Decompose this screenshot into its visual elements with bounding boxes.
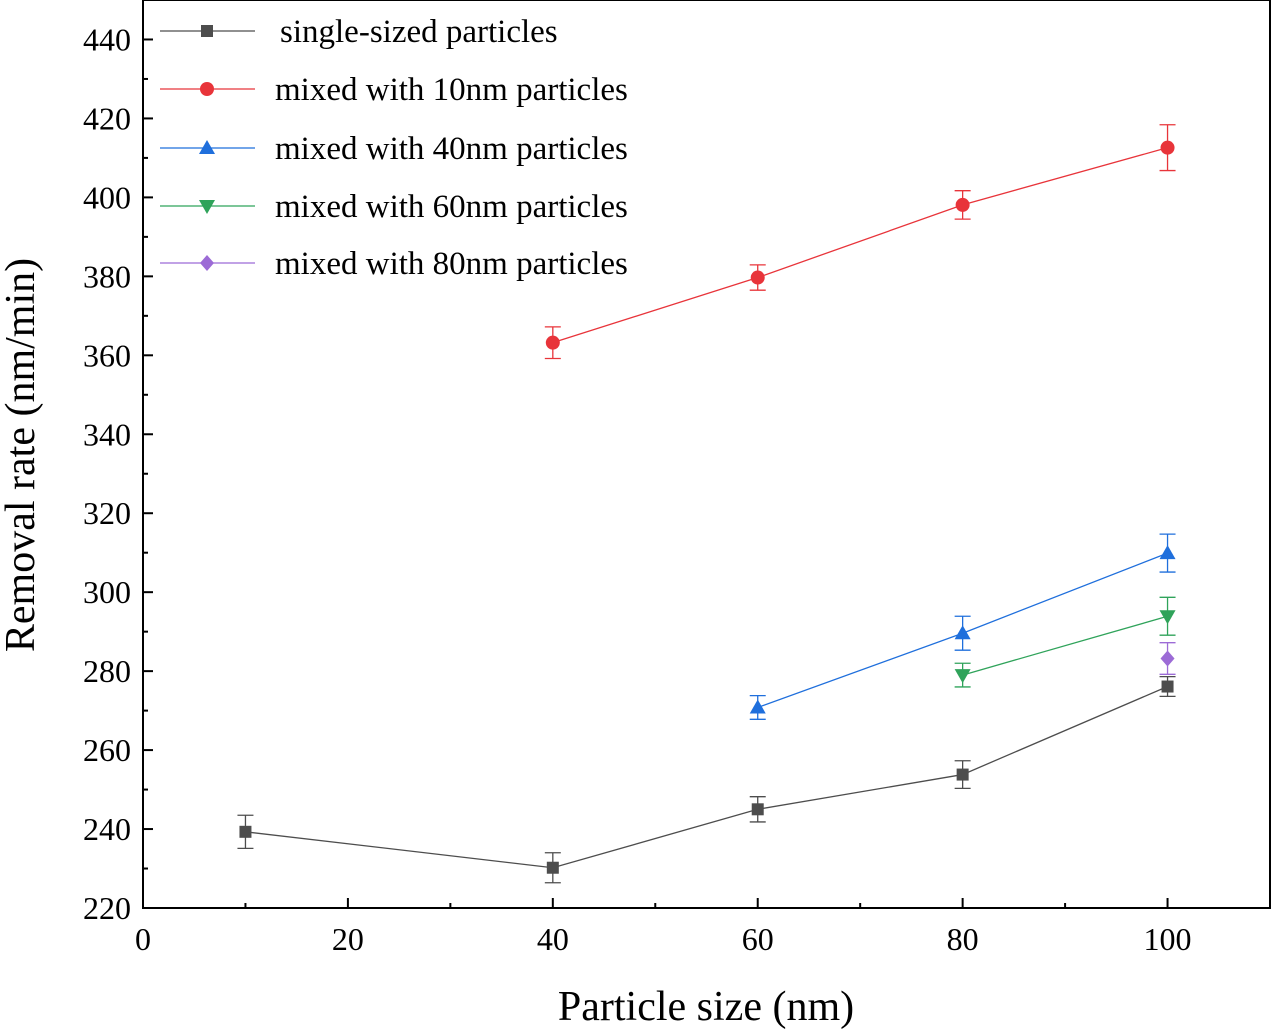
x-tick-label: 40 xyxy=(537,921,569,957)
y-tick-label: 420 xyxy=(83,100,131,136)
data-point xyxy=(749,699,766,714)
axes: 0 20 40 60 80 100 220 240 260 280 300 320 340 360 380 4… xyxy=(83,21,1192,957)
y-axis-title: Removal rate (nm/min) xyxy=(0,258,44,652)
data-point xyxy=(1159,545,1176,560)
data-point xyxy=(1161,680,1174,693)
x-tick-label: 100 xyxy=(1144,921,1192,957)
x-tick-label: 0 xyxy=(135,921,151,957)
data-point xyxy=(954,669,971,684)
legend-marker xyxy=(200,82,214,96)
legend-label: single-sized particles xyxy=(280,14,558,50)
y-tick-label: 260 xyxy=(83,732,131,768)
legend-entry: mixed with 10nm particles xyxy=(160,72,628,108)
y-tick-label: 320 xyxy=(83,495,131,531)
y-tick-label: 280 xyxy=(83,653,131,689)
legend: single-sized particles mixed with 10nm pa… xyxy=(160,14,628,282)
data-point xyxy=(751,803,764,816)
x-tick-label: 20 xyxy=(332,921,364,957)
series-4 xyxy=(954,596,1176,688)
series-line xyxy=(962,615,1168,676)
y-tick-label: 400 xyxy=(83,179,131,215)
series-5 xyxy=(1159,642,1176,675)
data-point xyxy=(1160,140,1175,155)
data-point xyxy=(954,625,971,640)
series-3 xyxy=(749,533,1176,720)
y-tick-label: 300 xyxy=(83,574,131,610)
y-tick-label: 440 xyxy=(83,21,131,57)
series-2 xyxy=(544,124,1176,360)
series-line xyxy=(245,685,1168,869)
legend-entry: single-sized particles xyxy=(160,14,558,50)
y-tick-label: 380 xyxy=(83,258,131,294)
legend-entry: mixed with 60nm particles xyxy=(160,189,628,225)
x-tick-label: 80 xyxy=(947,921,979,957)
legend-label: mixed with 80nm particles xyxy=(275,246,628,282)
legend-entry: mixed with 40nm particles xyxy=(160,131,628,167)
series-layer xyxy=(237,124,1176,884)
data-point xyxy=(546,861,559,874)
legend-label: mixed with 10nm particles xyxy=(275,72,628,108)
y-tick-label: 240 xyxy=(83,811,131,847)
data-point xyxy=(1159,610,1176,625)
data-point xyxy=(956,768,969,781)
legend-label: mixed with 60nm particles xyxy=(275,189,628,225)
data-point xyxy=(545,335,560,350)
legend-entry: mixed with 80nm particles xyxy=(160,246,628,282)
series-line xyxy=(552,147,1168,344)
data-point xyxy=(1160,650,1175,667)
data-point xyxy=(239,825,252,838)
series-1 xyxy=(237,676,1176,884)
legend-marker xyxy=(201,25,213,37)
legend-label: mixed with 40nm particles xyxy=(275,131,628,167)
data-point xyxy=(955,197,970,212)
x-tick-label: 60 xyxy=(742,921,774,957)
y-tick-label: 220 xyxy=(83,890,131,926)
legend-marker xyxy=(199,200,215,214)
data-point xyxy=(750,270,765,285)
y-tick-label: 340 xyxy=(83,416,131,452)
legend-marker xyxy=(200,255,214,271)
legend-marker xyxy=(199,140,215,154)
x-axis-title: Particle size (nm) xyxy=(558,984,854,1030)
plot-frame xyxy=(142,0,1271,909)
y-tick-label: 360 xyxy=(83,337,131,373)
